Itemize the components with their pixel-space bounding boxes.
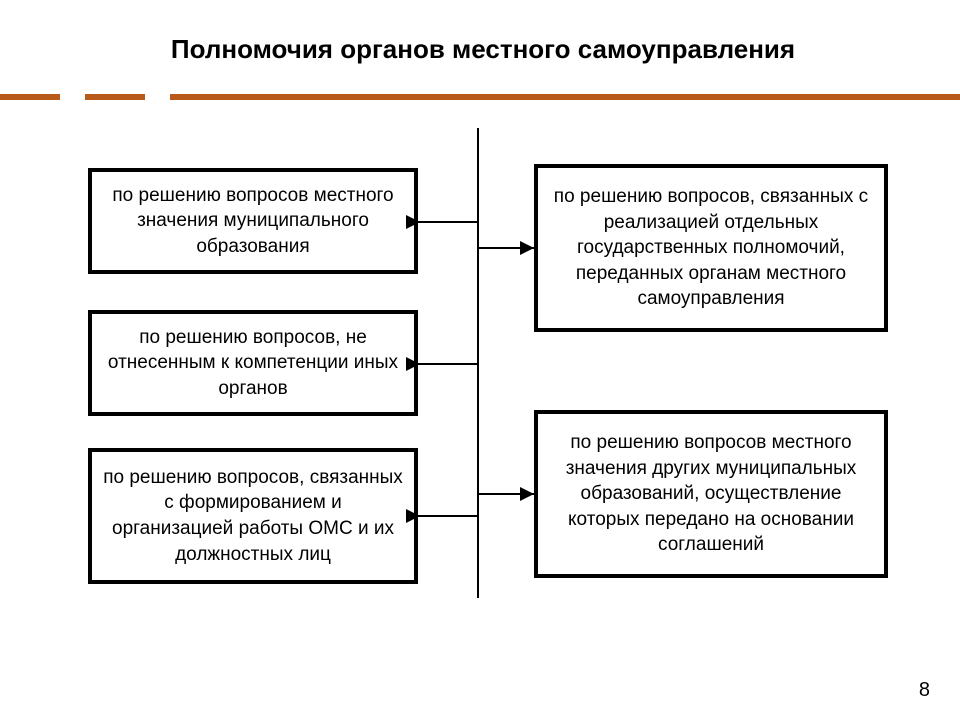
box-text: по решению вопросов, не отнесенным к ком… <box>104 325 402 402</box>
box-state-powers: по решению вопросов, связанных с реализа… <box>534 164 888 332</box>
box-text: по решению вопросов, связанных с реализа… <box>550 184 872 312</box>
accent-rule-2 <box>85 94 145 100</box>
slide-title: Полномочия органов местного самоуправлен… <box>98 34 868 65</box>
box-local-significance: по решению вопросов местного значения му… <box>88 168 418 274</box>
box-other-competence: по решению вопросов, не отнесенным к ком… <box>88 310 418 416</box>
box-text: по решению вопросов местного значения му… <box>104 183 402 260</box>
accent-rule-1 <box>0 94 60 100</box>
accent-rule-3 <box>170 94 960 100</box>
page-number: 8 <box>919 679 930 702</box>
box-oms-formation: по решению вопросов, связанных с формиро… <box>88 448 418 584</box>
slide: Полномочия органов местного самоуправлен… <box>0 0 960 720</box>
box-text: по решению вопросов, связанных с формиро… <box>102 465 404 568</box>
box-other-municipalities: по решению вопросов местного значения др… <box>534 410 888 578</box>
box-text: по решению вопросов местного значения др… <box>550 430 872 558</box>
